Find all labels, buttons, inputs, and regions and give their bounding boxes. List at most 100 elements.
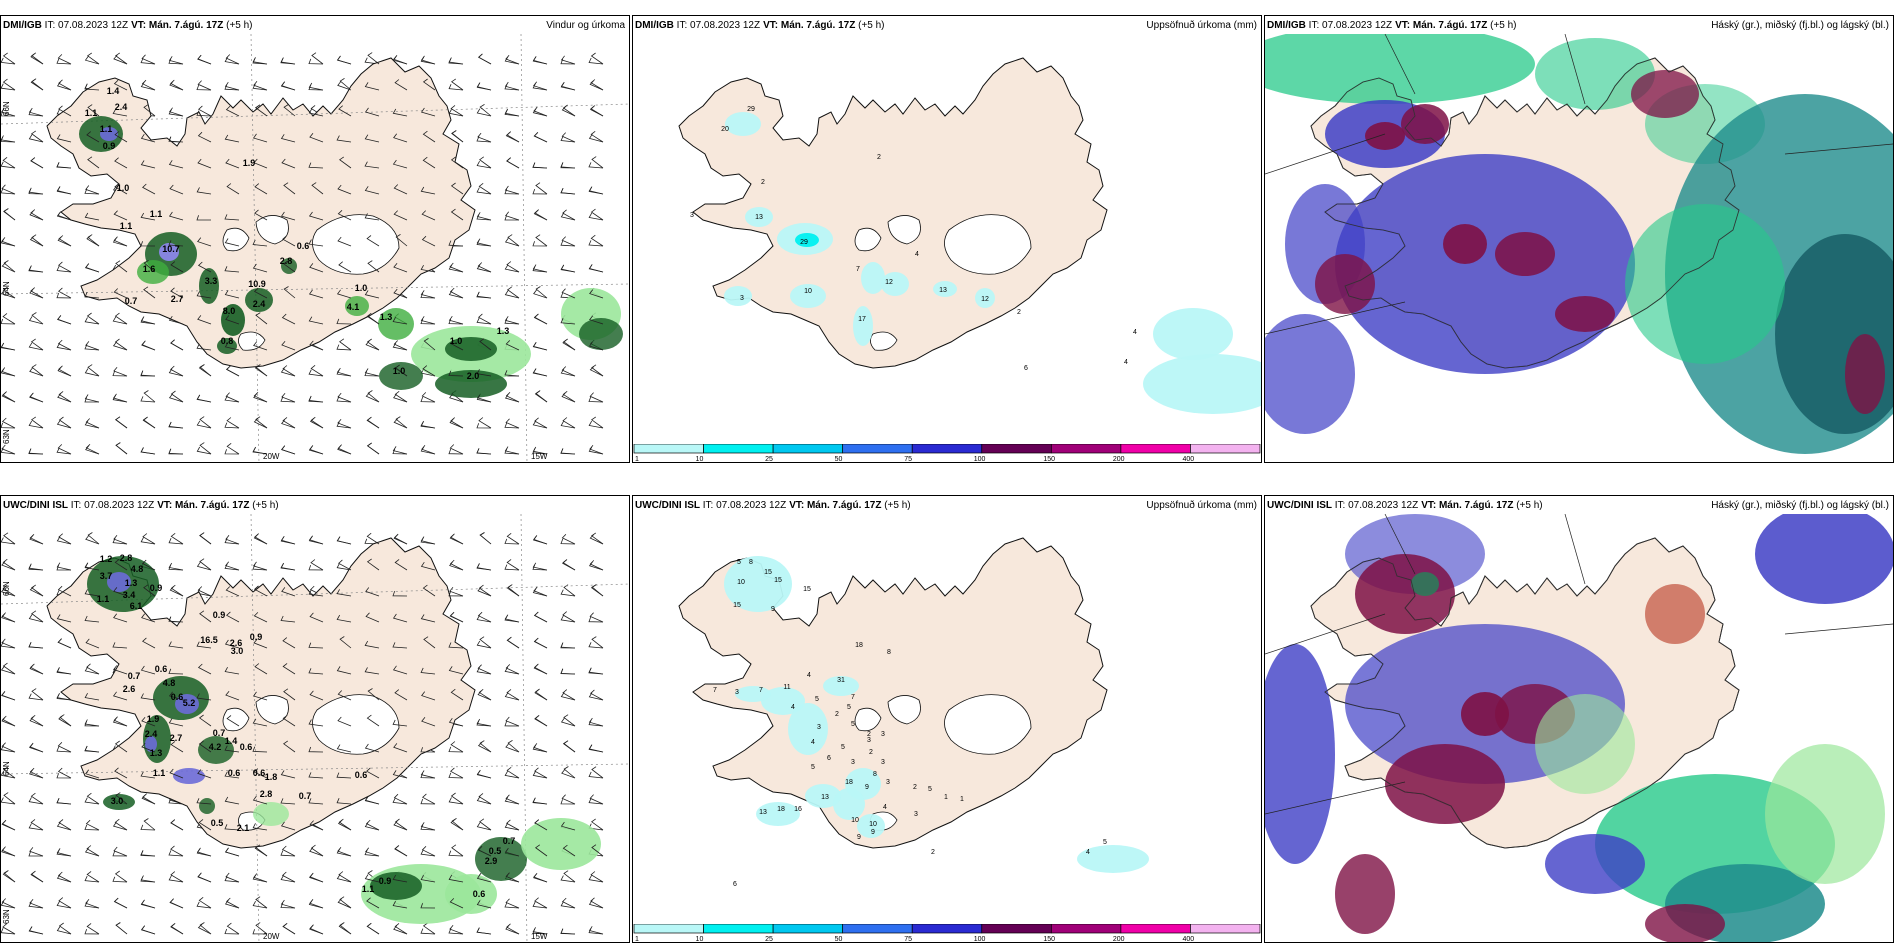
colorbar-tick: 25 [765, 456, 773, 462]
cloud-area [1645, 584, 1705, 644]
precip-area [107, 572, 131, 592]
glacier-1 [854, 707, 882, 732]
value-label: 2.4 [115, 102, 128, 112]
precip-area [795, 233, 819, 247]
precip-area [790, 284, 826, 308]
value-label: 1.3 [497, 326, 510, 336]
value-label: 15 [733, 602, 741, 609]
value-label: 31 [837, 677, 845, 684]
precip-area [1143, 354, 1261, 414]
lon-line-1 [520, 514, 528, 942]
model-source: UWC/DINI ISL [635, 499, 700, 511]
value-label: 3.0 [231, 646, 244, 656]
cloud-area [1645, 904, 1725, 942]
cloud-area [1335, 854, 1395, 934]
precip-area [379, 362, 423, 390]
value-label: 2.8 [120, 553, 133, 563]
precip-area [1153, 308, 1233, 360]
value-label: 0.9 [103, 141, 116, 151]
value-label: 2.7 [170, 733, 183, 743]
colorbar-tick: 200 [1113, 456, 1125, 462]
valid-time: Mán. 7.ágú. 17Z [174, 499, 250, 511]
value-label: 5 [1103, 839, 1107, 846]
glacier-0 [887, 695, 921, 725]
value-label: 1.1 [153, 768, 166, 778]
value-label: 1.0 [393, 366, 406, 376]
value-label: 5 [847, 704, 851, 711]
grid-line [1265, 301, 1406, 335]
value-label: 16 [794, 806, 802, 813]
colorbar-tick: 10 [696, 456, 704, 462]
value-label: 0.8 [221, 336, 234, 346]
colorbar-tick: 75 [904, 936, 912, 942]
value-label: 1.3 [380, 312, 393, 322]
value-label: 0.7 [213, 728, 226, 738]
value-label: 10 [851, 817, 859, 824]
precip-area [933, 281, 957, 297]
map-area: 5 8 15 10 15 15 15 9 18 8 4 31 7 3 7 11 5 7 4 5 2 3 4 5 2 3 3 5 5 6 2 3… [633, 514, 1261, 942]
map-svg: 1.2 2.84.83.71.3 0.93.41.16.10.916.5 2.63.0… [1, 514, 629, 942]
value-label: 2.4 [253, 299, 266, 309]
colorbar-swatch [772, 924, 844, 934]
map-area: 29 20 2 2 3 13 29 4 7 12 10 13 3 12 2 17 4 4 6 [633, 34, 1261, 462]
valid-time: Mán. 7.ágú. 17Z [1438, 499, 1514, 511]
colorbar-tick: 150 [1043, 456, 1055, 462]
panel-uwc-cloud: UWC/DINI ISL IT: 07.08.2023 12Z VT: Mán. … [1264, 495, 1894, 943]
product-title: Uppsöfnuð úrkoma (mm) [1146, 499, 1257, 511]
value-label: 2 [869, 749, 873, 756]
value-label: 18 [855, 642, 863, 649]
panel-header: DMI/IGB IT: 07.08.2023 12Z VT: Mán. 7.ágú… [635, 18, 1257, 32]
value-label: 3 [690, 212, 694, 219]
init-time: IT: 07.08.2023 12Z [702, 499, 787, 511]
value-label: 1.0 [355, 283, 368, 293]
value-label: 2 [931, 849, 935, 856]
colorbar-tick: 400 [1182, 936, 1194, 942]
value-label: 18 [845, 779, 853, 786]
axis-label: 64N [2, 761, 11, 776]
axis-label: 66N [2, 101, 11, 116]
value-label: 2 [867, 731, 871, 738]
value-label: 9 [871, 829, 875, 836]
colorbar-swatch [633, 924, 704, 934]
colorbar-swatch [981, 444, 1052, 454]
cloud-area [1555, 296, 1615, 332]
valid-time-label: VT: [157, 499, 173, 511]
precip-area [445, 337, 497, 361]
lead-time: (+5 h) [226, 19, 253, 31]
value-label: 4.1 [347, 302, 360, 312]
value-label: 6 [827, 755, 831, 762]
colorbar-swatch [1120, 444, 1191, 454]
value-label: 1.1 [85, 108, 98, 118]
cloud-area [1755, 514, 1893, 604]
wind-barbs [1, 532, 604, 935]
value-label: 7 [856, 266, 860, 273]
value-label: 17 [858, 316, 866, 323]
cloud-area [1335, 154, 1635, 374]
axis-label: 63N [2, 429, 11, 444]
glacier-1 [222, 707, 250, 732]
panel-dmi-wind: DMI/IGB IT: 07.08.2023 12Z VT: Mán. 7.ágú… [0, 15, 630, 463]
cloud-area [1535, 38, 1655, 110]
colorbar-tick: 50 [835, 456, 843, 462]
value-label: 5 [841, 744, 845, 751]
panel-header: DMI/IGB IT: 07.08.2023 12Z VT: Mán. 7.ágú… [3, 18, 625, 32]
value-label: 7 [713, 687, 717, 694]
colorbar-tick: 150 [1043, 936, 1055, 942]
valid-time: Mán. 7.ágú. 17Z [806, 499, 882, 511]
value-label: 1 [944, 794, 948, 801]
value-label: 0.9 [379, 876, 392, 886]
value-label: 3.0 [111, 796, 124, 806]
value-label: 29 [800, 239, 808, 246]
value-label: 2.7 [171, 294, 184, 304]
value-label: 16.5 [200, 635, 218, 645]
value-label: 1.1 [362, 884, 375, 894]
value-label: 0.6 [297, 241, 310, 251]
valid-time-label: VT: [789, 499, 805, 511]
value-label: 1.1 [120, 221, 133, 231]
axis-label: 15W [531, 932, 548, 941]
precip-area [173, 768, 205, 784]
colorbar-tick: 100 [974, 936, 986, 942]
grid-line [1265, 133, 1386, 175]
precip-area [881, 272, 909, 296]
